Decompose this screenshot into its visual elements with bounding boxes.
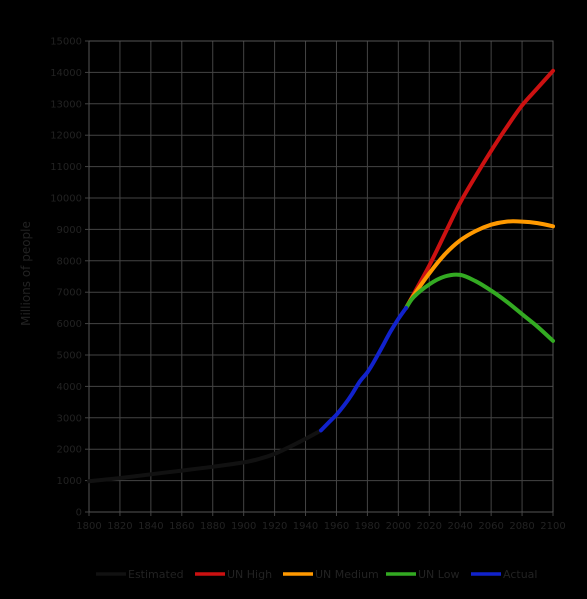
- y-tick-label: 9000: [57, 225, 82, 236]
- x-axis: 1800 1820 1840 1860 1880 1900 1920 1940 1960 1980…: [76, 512, 566, 532]
- y-axis: 0 1000 2000 3000 4000 5000 6000 7000 8000 9000 100…: [50, 37, 89, 519]
- y-tick-label: 1000: [57, 476, 82, 487]
- legend: Estimated UN High UN Medium UN Low Actual: [96, 568, 537, 581]
- x-tick-label: 1860: [169, 521, 194, 532]
- series-line-un-medium: [404, 219, 555, 310]
- x-tick-label: 1800: [76, 521, 101, 532]
- series-line-estimated: [87, 428, 323, 484]
- y-tick-label: 5000: [57, 351, 82, 362]
- x-tick-label: 2080: [509, 521, 534, 532]
- x-tick-label: 2060: [478, 521, 503, 532]
- x-tick-label: 1940: [293, 521, 318, 532]
- y-tick-label: 3000: [57, 413, 82, 424]
- y-tick-label: 4000: [57, 382, 82, 393]
- legend-label-estimated: Estimated: [128, 568, 184, 581]
- x-tick-label: 2020: [417, 521, 442, 532]
- x-tick-label: 1880: [200, 521, 225, 532]
- y-tick-label: 14000: [50, 68, 82, 79]
- x-tick-label: 1820: [107, 521, 132, 532]
- series-line-un-high: [404, 68, 555, 310]
- series-lines: [87, 68, 555, 484]
- plot-area: [89, 41, 553, 512]
- x-tick-label: 1920: [262, 521, 287, 532]
- y-tick-label: 7000: [57, 288, 82, 299]
- y-tick-label: 0: [76, 508, 82, 519]
- legend-label-un-high: UN High: [227, 568, 272, 581]
- y-axis-title: Millions of people: [19, 221, 33, 326]
- y-tick-label: 10000: [50, 194, 82, 205]
- x-tick-label: 2000: [386, 521, 411, 532]
- series-line-actual: [319, 305, 409, 433]
- x-tick-label: 1900: [231, 521, 256, 532]
- plot-frame: [88, 40, 554, 513]
- y-tick-label: 15000: [50, 37, 82, 48]
- x-tick-label: 1980: [355, 521, 380, 532]
- legend-label-un-low: UN Low: [418, 568, 459, 581]
- y-tick-label: 13000: [50, 99, 82, 110]
- y-tick-label: 2000: [57, 445, 82, 456]
- x-tick-label: 1960: [324, 521, 349, 532]
- legend-label-un-medium: UN Medium: [315, 568, 379, 581]
- y-tick-label: 6000: [57, 319, 82, 330]
- series-line-un-low: [404, 272, 555, 343]
- legend-label-actual: Actual: [503, 568, 537, 581]
- x-tick-label: 2100: [540, 521, 565, 532]
- y-tick-label: 11000: [50, 162, 82, 173]
- x-tick-label: 1840: [138, 521, 163, 532]
- y-tick-label: 12000: [50, 131, 82, 142]
- y-tick-label: 8000: [57, 256, 82, 267]
- x-tick-label: 2040: [447, 521, 472, 532]
